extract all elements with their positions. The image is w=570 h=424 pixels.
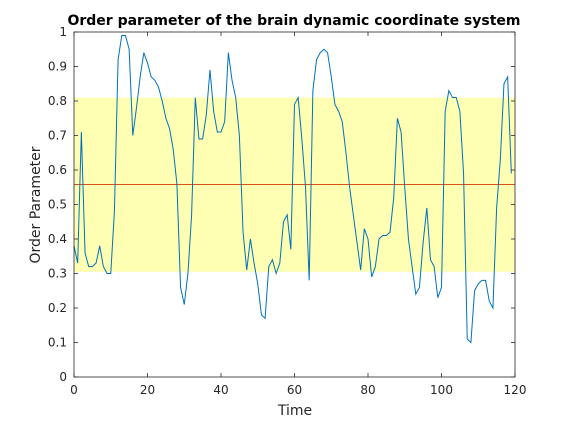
x-tick-label: 20 bbox=[140, 383, 155, 397]
y-tick-label: 0.5 bbox=[48, 198, 67, 212]
x-axis-label: Time bbox=[277, 403, 312, 419]
y-tick-label: 0.6 bbox=[48, 163, 67, 177]
y-tick-label: 0.4 bbox=[48, 232, 67, 246]
x-tick-label: 120 bbox=[504, 383, 527, 397]
x-tick-label: 40 bbox=[213, 383, 228, 397]
series-line-order-parameter bbox=[73, 34, 512, 344]
y-tick-label: 0.7 bbox=[48, 129, 67, 143]
y-axis: 0 0.1 0.2 0.3 0.4 0.5 0.6 0.7 0.8 0.9 1 bbox=[48, 25, 515, 384]
plot-area bbox=[73, 31, 516, 378]
chart-title: Order parameter of the brain dynamic coo… bbox=[67, 13, 520, 29]
x-tick-label: 0 bbox=[70, 383, 78, 397]
y-tick-label: 0.8 bbox=[48, 94, 67, 108]
y-tick-label: 1 bbox=[59, 25, 67, 39]
x-tick-label: 100 bbox=[430, 383, 453, 397]
y-tick-label: 0.1 bbox=[48, 336, 67, 350]
y-tick-label: 0.9 bbox=[48, 60, 67, 74]
x-tick-label: 60 bbox=[287, 383, 302, 397]
y-tick-label: 0 bbox=[59, 370, 67, 384]
y-tick-label: 0.2 bbox=[48, 301, 67, 315]
y-tick-label: 0.3 bbox=[48, 267, 67, 281]
x-axis: 0 20 40 60 80 100 120 bbox=[70, 32, 526, 397]
x-tick-label: 80 bbox=[360, 383, 375, 397]
y-axis-label: Order Parameter bbox=[28, 146, 44, 263]
